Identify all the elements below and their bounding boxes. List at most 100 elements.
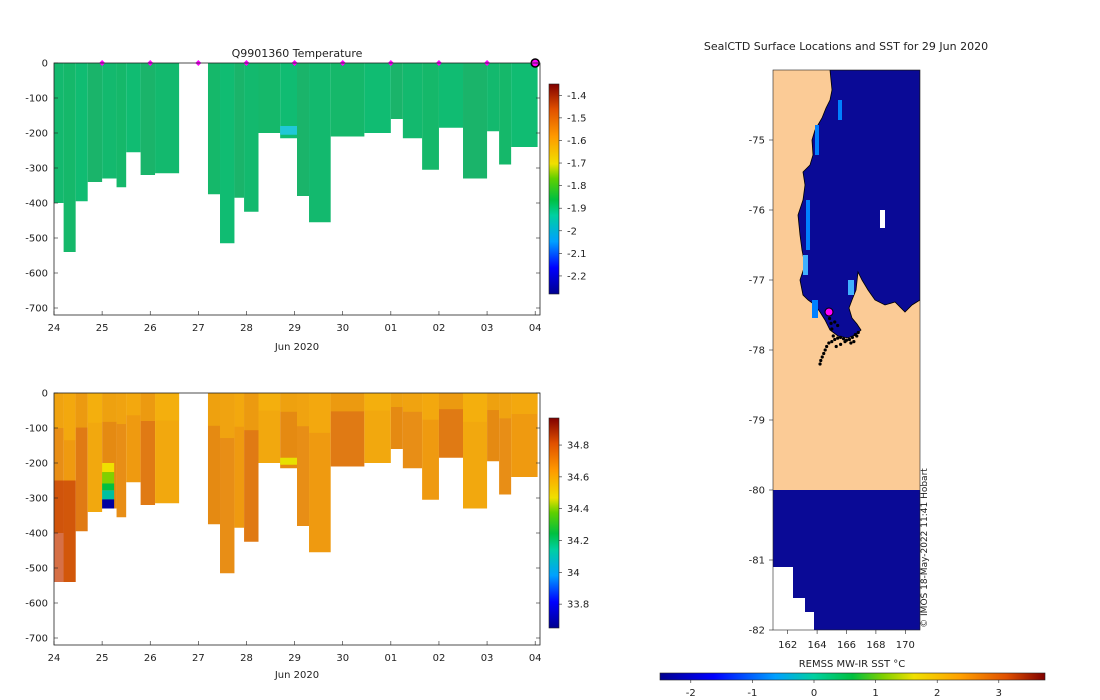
salinity-axes-frame xyxy=(53,392,541,646)
colorbar-tick-label: -1.4 xyxy=(567,91,587,102)
salinity-surface-layer xyxy=(75,393,88,428)
colorbar-tick-label: -1.8 xyxy=(567,181,587,192)
salinity-surface-layer xyxy=(207,393,221,426)
salinity-anomaly-layer xyxy=(102,499,115,509)
coastal-cell xyxy=(803,255,808,275)
salinity-profile xyxy=(54,393,64,533)
track-point xyxy=(839,335,843,339)
salinity-profile xyxy=(234,393,245,528)
temperature-x-tick-label: 30 xyxy=(336,323,349,334)
salinity-y-tick-label: -300 xyxy=(25,494,48,505)
temperature-profile xyxy=(116,63,127,188)
coastal-cell xyxy=(812,300,818,318)
colorbar-tick-label: 34.2 xyxy=(567,536,589,547)
map-y-tick-label: -82 xyxy=(749,626,765,637)
map-y-tick-label: -77 xyxy=(749,276,765,287)
colorbar-tick-label: 34 xyxy=(567,568,580,579)
colorbar-tick-label: -2.2 xyxy=(567,271,587,282)
temperature-profile xyxy=(155,63,180,174)
sst-colorbar-tick-label: 0 xyxy=(811,688,817,699)
colorbar-tick-label: -1.7 xyxy=(567,159,587,170)
salinity-surface-layer xyxy=(422,393,439,420)
colorbar-tick-label: -2.1 xyxy=(567,249,587,260)
track-point xyxy=(823,348,827,352)
map-y-tick-label: -81 xyxy=(749,556,765,567)
salinity-surface-layer xyxy=(244,393,259,431)
no-data-cell xyxy=(880,210,885,228)
colorbar-tick-label: 34.6 xyxy=(567,472,589,483)
temperature-profile xyxy=(499,63,512,165)
salinity-colorbar xyxy=(548,417,560,629)
temperature-profile xyxy=(309,63,331,223)
salinity-surface-layer xyxy=(126,393,141,416)
sst-colorbar-tick-label: -2 xyxy=(686,688,696,699)
colorbar-tick-label: -1.9 xyxy=(567,204,587,215)
coastal-cell xyxy=(806,200,810,250)
map-x-tick-label: 168 xyxy=(866,640,885,651)
sst-colorbar-tick-label: 2 xyxy=(934,688,940,699)
salinity-y-tick-label: -500 xyxy=(25,564,48,575)
salinity-anomaly-layer xyxy=(102,463,115,473)
salinity-surface-layer xyxy=(309,393,331,433)
temperature-x-tick-label: 04 xyxy=(529,323,542,334)
temperature-profile xyxy=(140,63,156,175)
temperature-x-tick-label: 02 xyxy=(433,323,446,334)
salinity-surface-layer xyxy=(438,393,464,410)
salinity-surface-layer xyxy=(234,393,245,427)
temperature-profile xyxy=(87,63,103,182)
track-point xyxy=(839,342,843,346)
temperature-profile xyxy=(297,63,310,196)
temperature-x-tick-label: 28 xyxy=(240,323,253,334)
temperature-y-tick-label: -400 xyxy=(25,199,48,210)
salinity-x-tick-label: 29 xyxy=(288,653,301,664)
salinity-x-tick-label: 01 xyxy=(384,653,397,664)
track-point xyxy=(833,337,837,342)
track-point xyxy=(856,330,860,335)
temperature-axes-frame xyxy=(53,62,541,316)
salinity-surface-layer xyxy=(102,393,117,422)
map-y-tick-label: -76 xyxy=(749,206,765,217)
track-point xyxy=(834,344,838,349)
salinity-anomaly-layer xyxy=(102,472,115,484)
map-x-tick-label: 166 xyxy=(837,640,856,651)
salinity-y-tick-label: -100 xyxy=(25,424,48,435)
track-point xyxy=(820,355,824,359)
seal-track xyxy=(818,316,860,366)
temperature-chart: Q9901360 Temperature 0 -100 -200 -300 -400 -5… xyxy=(25,47,586,353)
temperature-profile xyxy=(280,63,297,139)
salinity-profile xyxy=(116,393,127,518)
salinity-surface-layer xyxy=(220,393,235,439)
map-x-tick-label: 170 xyxy=(896,640,915,651)
temperature-y-tick-label: -700 xyxy=(25,304,48,315)
temperature-profile xyxy=(487,63,500,132)
salinity-surface-layer xyxy=(330,393,365,412)
seal-location-marker xyxy=(824,307,834,317)
salinity-x-tick-label: 30 xyxy=(336,653,349,664)
salinity-x-tick-label: 02 xyxy=(433,653,446,664)
salinity-surface-layer xyxy=(297,393,310,427)
temperature-y-tick-label: -600 xyxy=(25,269,48,280)
temperature-profile xyxy=(258,63,281,133)
temperature-profile xyxy=(234,63,245,198)
colorbar-tick-label: 34.8 xyxy=(567,441,589,452)
salinity-surface-layer xyxy=(390,393,403,407)
salinity-surface-layer xyxy=(402,393,423,412)
track-point xyxy=(850,335,854,339)
temperature-x-tick-label: 26 xyxy=(144,323,157,334)
track-point xyxy=(836,336,840,340)
track-point xyxy=(836,323,840,328)
temperature-x-tick-label: 01 xyxy=(384,323,397,334)
watermark: © IMOS 18-May-2022 11:41 Hobart xyxy=(920,468,930,628)
temperature-y-tick-label: -300 xyxy=(25,164,48,175)
temperature-profile xyxy=(63,63,76,252)
map-y-tick-label: -79 xyxy=(749,416,765,427)
salinity-x-tick-label: 24 xyxy=(48,653,61,664)
temperature-profile xyxy=(463,63,488,179)
salinity-x-tick-label: 04 xyxy=(529,653,542,664)
temperature-y-tick-label: -200 xyxy=(25,129,48,140)
salinity-surface-layer xyxy=(280,393,297,412)
track-point xyxy=(830,327,834,331)
salinity-surface-layer xyxy=(155,393,180,421)
temperature-y-tick-label: -500 xyxy=(25,234,48,245)
